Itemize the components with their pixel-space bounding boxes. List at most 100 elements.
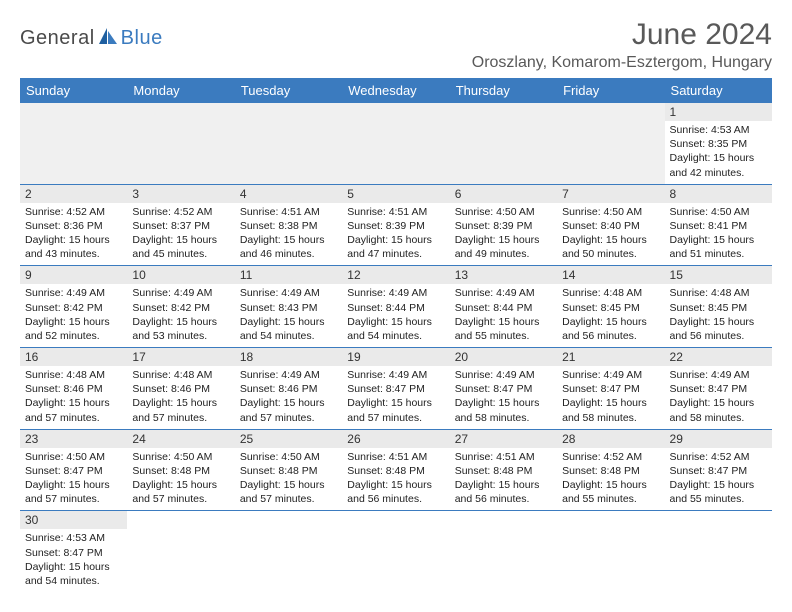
day-body: Sunrise: 4:50 AMSunset: 8:47 PMDaylight:…	[20, 448, 127, 511]
day-number: 7	[557, 185, 664, 203]
calendar-cell: 25Sunrise: 4:50 AMSunset: 8:48 PMDayligh…	[235, 429, 342, 511]
day-body: Sunrise: 4:48 AMSunset: 8:45 PMDaylight:…	[557, 284, 664, 347]
calendar-cell	[127, 103, 234, 184]
day-body: Sunrise: 4:49 AMSunset: 8:42 PMDaylight:…	[20, 284, 127, 347]
day-body: Sunrise: 4:52 AMSunset: 8:36 PMDaylight:…	[20, 203, 127, 266]
day-line: Sunrise: 4:51 AM	[347, 205, 444, 219]
weekday-header-row: Sunday Monday Tuesday Wednesday Thursday…	[20, 78, 772, 103]
calendar-cell	[450, 103, 557, 184]
header: General Blue June 2024 Oroszlany, Komaro…	[20, 18, 772, 72]
day-number: 21	[557, 348, 664, 366]
calendar-cell	[235, 103, 342, 184]
day-line: Sunset: 8:47 PM	[562, 382, 659, 396]
weekday-header: Tuesday	[235, 78, 342, 103]
day-line: Sunset: 8:37 PM	[132, 219, 229, 233]
day-line: Daylight: 15 hours	[562, 396, 659, 410]
day-line: Daylight: 15 hours	[670, 396, 767, 410]
day-body: Sunrise: 4:49 AMSunset: 8:47 PMDaylight:…	[342, 366, 449, 429]
day-number: 9	[20, 266, 127, 284]
calendar-cell	[127, 511, 234, 592]
day-line: and 54 minutes.	[347, 329, 444, 343]
calendar-row: 16Sunrise: 4:48 AMSunset: 8:46 PMDayligh…	[20, 348, 772, 430]
day-line: Daylight: 15 hours	[25, 560, 122, 574]
calendar-cell: 12Sunrise: 4:49 AMSunset: 8:44 PMDayligh…	[342, 266, 449, 348]
day-line: Sunset: 8:45 PM	[562, 301, 659, 315]
day-number: 13	[450, 266, 557, 284]
calendar-cell: 24Sunrise: 4:50 AMSunset: 8:48 PMDayligh…	[127, 429, 234, 511]
day-body: Sunrise: 4:53 AMSunset: 8:47 PMDaylight:…	[20, 529, 127, 592]
day-body: Sunrise: 4:48 AMSunset: 8:46 PMDaylight:…	[20, 366, 127, 429]
location: Oroszlany, Komarom-Esztergom, Hungary	[472, 54, 772, 72]
day-line: Sunrise: 4:53 AM	[670, 123, 767, 137]
day-line: Sunset: 8:48 PM	[455, 464, 552, 478]
calendar-cell: 11Sunrise: 4:49 AMSunset: 8:43 PMDayligh…	[235, 266, 342, 348]
day-number: 29	[665, 430, 772, 448]
day-number: 15	[665, 266, 772, 284]
title-block: June 2024 Oroszlany, Komarom-Esztergom, …	[472, 18, 772, 72]
day-number: 25	[235, 430, 342, 448]
day-line: Sunrise: 4:50 AM	[132, 450, 229, 464]
calendar-row: 9Sunrise: 4:49 AMSunset: 8:42 PMDaylight…	[20, 266, 772, 348]
day-line: Sunset: 8:47 PM	[347, 382, 444, 396]
day-line: Sunset: 8:46 PM	[25, 382, 122, 396]
day-line: Daylight: 15 hours	[240, 315, 337, 329]
day-line: and 55 minutes.	[455, 329, 552, 343]
day-line: Sunset: 8:43 PM	[240, 301, 337, 315]
weekday-header: Monday	[127, 78, 234, 103]
day-line: Sunrise: 4:49 AM	[240, 286, 337, 300]
day-number: 30	[20, 511, 127, 529]
calendar-cell: 10Sunrise: 4:49 AMSunset: 8:42 PMDayligh…	[127, 266, 234, 348]
month-title: June 2024	[472, 18, 772, 52]
day-line: Sunrise: 4:49 AM	[240, 368, 337, 382]
weekday-header: Friday	[557, 78, 664, 103]
day-number: 10	[127, 266, 234, 284]
day-line: Sunrise: 4:52 AM	[132, 205, 229, 219]
day-line: Sunrise: 4:49 AM	[562, 368, 659, 382]
calendar-cell: 20Sunrise: 4:49 AMSunset: 8:47 PMDayligh…	[450, 348, 557, 430]
day-number: 17	[127, 348, 234, 366]
weekday-header: Saturday	[665, 78, 772, 103]
day-number: 28	[557, 430, 664, 448]
day-body: Sunrise: 4:49 AMSunset: 8:44 PMDaylight:…	[450, 284, 557, 347]
calendar-row: 2Sunrise: 4:52 AMSunset: 8:36 PMDaylight…	[20, 184, 772, 266]
calendar-cell: 9Sunrise: 4:49 AMSunset: 8:42 PMDaylight…	[20, 266, 127, 348]
day-line: Sunrise: 4:50 AM	[562, 205, 659, 219]
day-line: Sunset: 8:48 PM	[347, 464, 444, 478]
day-line: Sunrise: 4:48 AM	[670, 286, 767, 300]
day-number: 12	[342, 266, 449, 284]
day-line: Sunset: 8:48 PM	[132, 464, 229, 478]
day-body: Sunrise: 4:51 AMSunset: 8:38 PMDaylight:…	[235, 203, 342, 266]
day-line: Daylight: 15 hours	[455, 478, 552, 492]
calendar-cell: 30Sunrise: 4:53 AMSunset: 8:47 PMDayligh…	[20, 511, 127, 592]
day-number: 14	[557, 266, 664, 284]
day-line: Sunset: 8:40 PM	[562, 219, 659, 233]
day-line: and 56 minutes.	[670, 329, 767, 343]
calendar-cell: 3Sunrise: 4:52 AMSunset: 8:37 PMDaylight…	[127, 184, 234, 266]
day-line: Sunrise: 4:49 AM	[347, 286, 444, 300]
day-number: 19	[342, 348, 449, 366]
day-line: Sunrise: 4:50 AM	[240, 450, 337, 464]
day-line: Daylight: 15 hours	[562, 315, 659, 329]
day-number: 20	[450, 348, 557, 366]
day-line: Sunset: 8:45 PM	[670, 301, 767, 315]
day-line: and 57 minutes.	[132, 492, 229, 506]
day-line: Sunset: 8:47 PM	[670, 382, 767, 396]
day-line: Daylight: 15 hours	[132, 478, 229, 492]
day-line: and 56 minutes.	[455, 492, 552, 506]
day-line: Sunset: 8:39 PM	[455, 219, 552, 233]
calendar-cell: 1Sunrise: 4:53 AMSunset: 8:35 PMDaylight…	[665, 103, 772, 184]
calendar-cell	[342, 103, 449, 184]
day-line: Sunrise: 4:52 AM	[670, 450, 767, 464]
day-line: Sunset: 8:44 PM	[347, 301, 444, 315]
calendar-cell: 7Sunrise: 4:50 AMSunset: 8:40 PMDaylight…	[557, 184, 664, 266]
day-body: Sunrise: 4:50 AMSunset: 8:48 PMDaylight:…	[235, 448, 342, 511]
day-line: and 57 minutes.	[240, 411, 337, 425]
day-line: Daylight: 15 hours	[25, 478, 122, 492]
calendar-cell: 14Sunrise: 4:48 AMSunset: 8:45 PMDayligh…	[557, 266, 664, 348]
calendar-cell: 18Sunrise: 4:49 AMSunset: 8:46 PMDayligh…	[235, 348, 342, 430]
day-line: and 57 minutes.	[347, 411, 444, 425]
calendar-cell: 6Sunrise: 4:50 AMSunset: 8:39 PMDaylight…	[450, 184, 557, 266]
day-body: Sunrise: 4:49 AMSunset: 8:47 PMDaylight:…	[450, 366, 557, 429]
weekday-header: Wednesday	[342, 78, 449, 103]
day-body: Sunrise: 4:51 AMSunset: 8:48 PMDaylight:…	[450, 448, 557, 511]
